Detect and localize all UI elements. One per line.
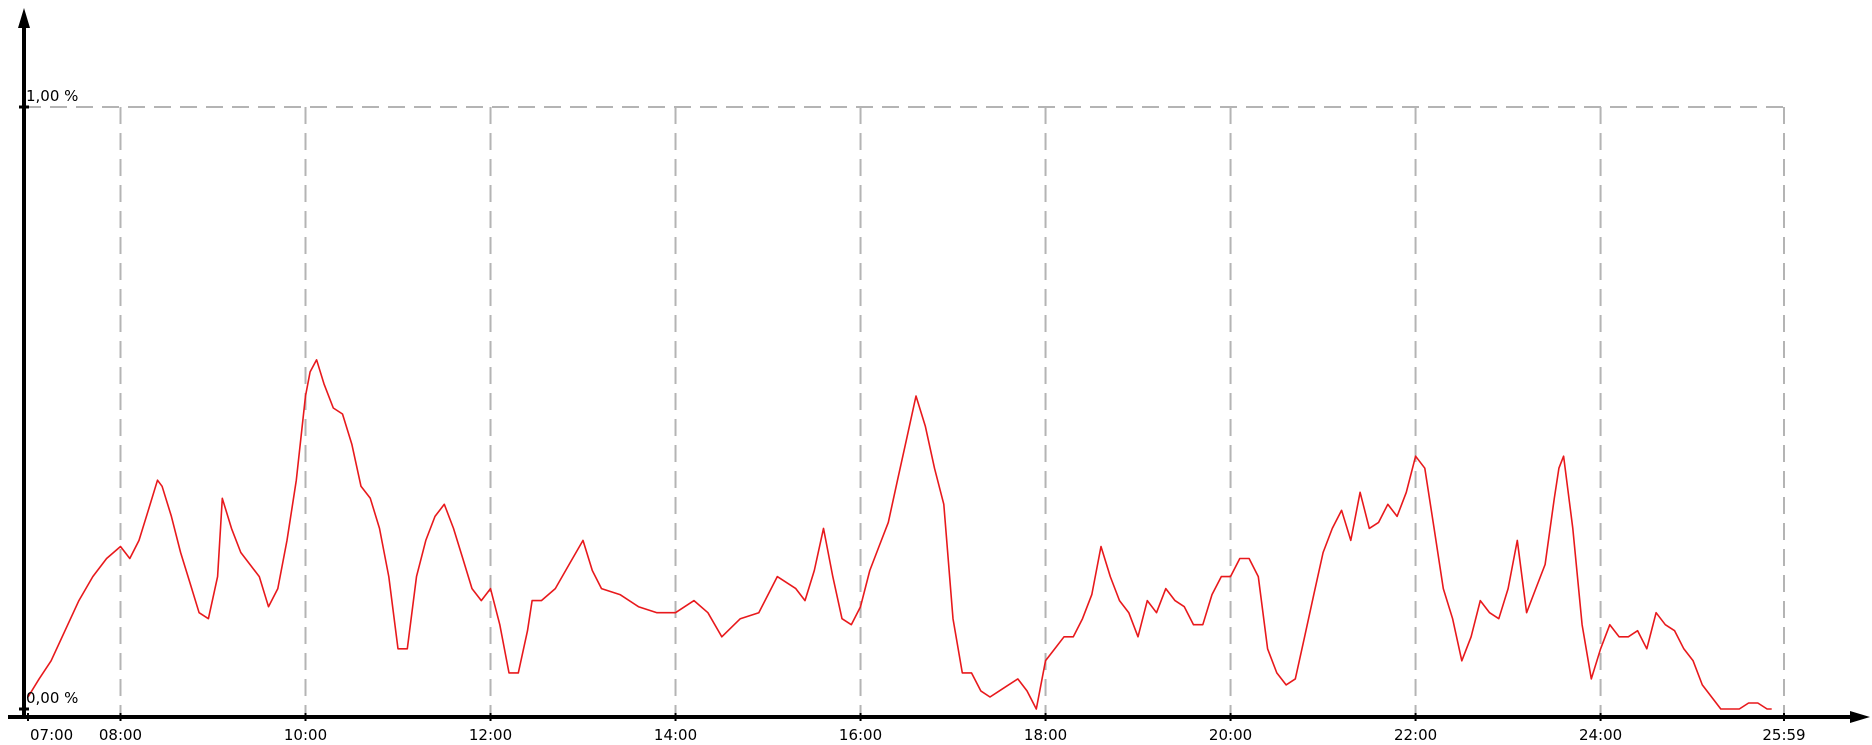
y-tick-label: 0,00 % — [26, 689, 78, 707]
label-layer: 07:00 08:00 10:00 12:00 14:00 16:00 18:00 20:00… — [19, 87, 1806, 744]
x-tick-label: 18:00 — [1024, 726, 1067, 744]
x-tick-label: 24:00 — [1579, 726, 1622, 744]
x-tick-label: 22:00 — [1394, 726, 1437, 744]
x-tick-label: 07:00 — [30, 726, 73, 744]
x-tick-label: 08:00 — [99, 726, 142, 744]
y-tick-label: 1,00 % — [26, 87, 78, 105]
series-layer — [27, 358, 1772, 710]
y-axis-arrow — [18, 8, 30, 28]
series-line — [27, 358, 1772, 710]
x-axis-arrow — [1850, 711, 1870, 723]
axis-layer — [8, 8, 1870, 723]
x-tick-label: 20:00 — [1209, 726, 1252, 744]
x-tick-label: 10:00 — [284, 726, 327, 744]
x-tick-label: 12:00 — [469, 726, 512, 744]
x-tick-label: 16:00 — [839, 726, 882, 744]
grid-layer — [24, 106, 1785, 713]
x-tick-label: 25:59 — [1762, 726, 1805, 744]
x-tick-label: 14:00 — [654, 726, 697, 744]
